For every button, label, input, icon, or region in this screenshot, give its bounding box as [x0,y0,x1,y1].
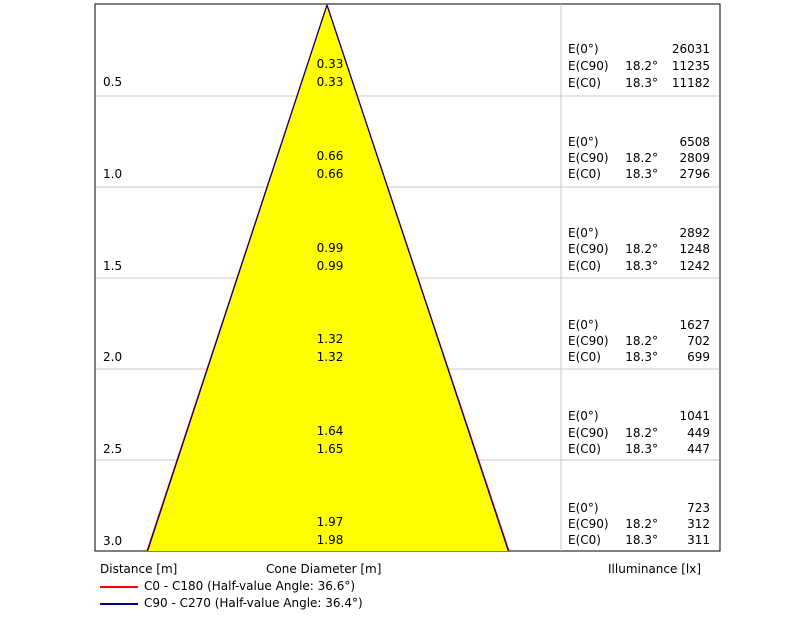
ec0-label: E(C0) [568,350,601,364]
ec0-value: 11182 [671,76,710,90]
ec90-label: E(C90) [568,151,609,165]
cone-diameter-axis-label: Cone Diameter [m] [266,562,382,576]
ec90-label: E(C90) [568,517,609,531]
ec90-value: 702 [687,334,710,348]
e0-value: 723 [687,501,710,515]
legend-c90-text: C90 - C270 (Half-value Angle: 36.4°) [144,596,363,610]
cone-diameter-c90: 0.66 [316,149,344,163]
ec0-value: 311 [687,533,710,547]
ec90-angle: 18.2° [625,59,658,73]
ec0-label: E(C0) [568,533,601,547]
cone-diameter-c0: 1.98 [316,533,344,547]
ec90-value: 11235 [671,59,710,73]
light-cone [147,5,509,551]
ec90-label: E(C90) [568,426,609,440]
distance-value: 3.0 [103,534,123,548]
e0-label: E(0°) [568,42,599,56]
e0-value: 6508 [679,135,710,149]
cone-edge-c90-right [326,4,509,552]
e0-value: 26031 [671,42,710,56]
cone-edge-c90-left [147,4,328,552]
ec0-angle: 18.3° [625,533,658,547]
legend-c90-line [100,603,138,605]
ec90-value: 312 [687,517,710,531]
ec90-angle: 18.2° [625,517,658,531]
distance-value: 1.0 [103,167,123,181]
cone-diameter-c0: 0.99 [316,259,344,273]
e0-value: 1041 [679,409,710,423]
e0-label: E(0°) [568,135,599,149]
ec90-angle: 18.2° [625,426,658,440]
ec90-angle: 18.2° [625,334,658,348]
cone-diameter-c0: 0.66 [316,167,344,181]
e0-value: 1627 [679,318,710,332]
ec90-label: E(C90) [568,59,609,73]
ec90-angle: 18.2° [625,242,658,256]
ec90-value: 2809 [679,151,710,165]
ec90-value: 449 [687,426,710,440]
ec0-label: E(C0) [568,442,601,456]
e0-label: E(0°) [568,226,599,240]
ec90-angle: 18.2° [625,151,658,165]
ec0-value: 1242 [679,259,710,273]
ec0-angle: 18.3° [625,76,658,90]
cone-diameter-c90: 0.99 [316,241,344,255]
ec90-value: 1248 [679,242,710,256]
ec0-label: E(C0) [568,167,601,181]
distance-value: 0.5 [103,75,123,89]
legend-c0-line [100,586,138,588]
ec0-angle: 18.3° [625,350,658,364]
illuminance-axis-label: Illuminance [lx] [608,562,701,576]
ec0-value: 2796 [679,167,710,181]
distance-value: 2.5 [103,442,123,456]
cone-diameter-c0: 0.33 [316,75,344,89]
ec90-label: E(C90) [568,242,609,256]
cone-diameter-c90: 1.64 [316,424,344,438]
cone-diameter-c90: 1.32 [316,332,344,346]
distance-axis-label: Distance [m] [100,562,178,576]
cone-diameter-c0: 1.32 [316,350,344,364]
e0-label: E(0°) [568,501,599,515]
cone-diameter-c90: 1.97 [316,515,344,529]
ec0-label: E(C0) [568,76,601,90]
ec0-label: E(C0) [568,259,601,273]
e0-value: 2892 [679,226,710,240]
ec0-angle: 18.3° [625,167,658,181]
e0-label: E(0°) [568,409,599,423]
distance-value: 1.5 [103,259,123,273]
ec0-value: 699 [687,350,710,364]
ec0-angle: 18.3° [625,259,658,273]
ec90-label: E(C90) [568,334,609,348]
cone-diameter-c0: 1.65 [316,442,344,456]
e0-label: E(0°) [568,318,599,332]
distance-value: 2.0 [103,350,123,364]
ec0-angle: 18.3° [625,442,658,456]
legend-c0-text: C0 - C180 (Half-value Angle: 36.6°) [144,579,356,593]
ec0-value: 447 [687,442,710,456]
cone-diameter-c90: 0.33 [316,57,344,71]
